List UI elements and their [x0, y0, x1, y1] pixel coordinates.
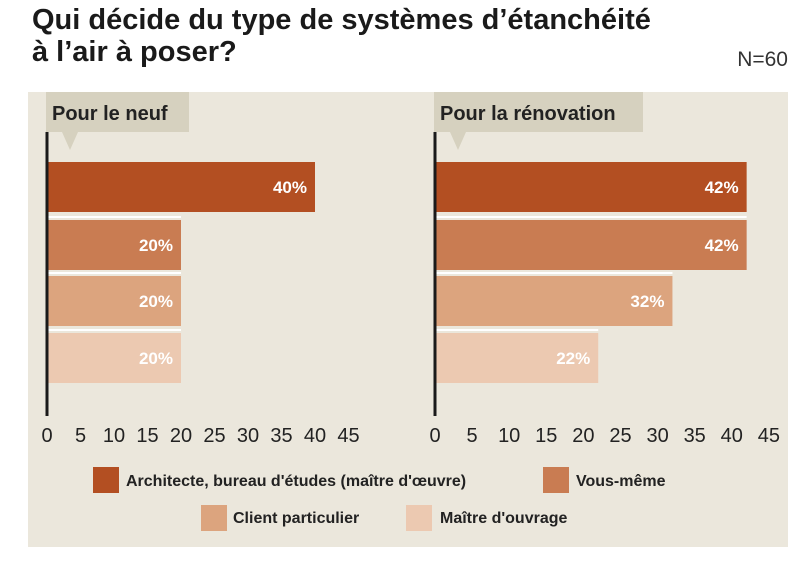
bar-label-neuf-maitre-ouvrage: 20% — [139, 349, 173, 368]
legend-item-vous-meme: Vous-même — [543, 467, 666, 493]
legend-label-maitre-ouvrage: Maître d'ouvrage — [440, 510, 567, 527]
subtitle-renovation-box — [434, 92, 643, 150]
subtitle-renovation: Pour la rénovation — [434, 92, 643, 150]
legend-label-client-particulier: Client particulier — [233, 510, 359, 527]
sample-size-label: N=60 — [737, 48, 788, 71]
legend-item-client-particulier: Client particulier — [201, 505, 359, 531]
legend-label-vous-meme: Vous-même — [576, 473, 666, 490]
legend-swatch-client-particulier — [201, 505, 227, 531]
x-tick-label-neuf-30: 30 — [237, 425, 259, 447]
subtitle-neuf-box — [46, 92, 189, 150]
x-tick-label-neuf-0: 0 — [41, 425, 52, 447]
bar-neuf-client-particulier — [47, 276, 181, 326]
subtitle-neuf: Pour le neuf — [46, 92, 189, 150]
legend-swatch-maitre-ouvrage — [406, 505, 432, 531]
bar-renovation-vous-meme — [435, 220, 747, 270]
x-tick-label-renovation-40: 40 — [721, 425, 743, 447]
x-tick-label-renovation-20: 20 — [572, 425, 594, 447]
x-tick-label-neuf-20: 20 — [170, 425, 192, 447]
bar-renovation-architecte — [435, 162, 747, 212]
x-tick-label-neuf-25: 25 — [203, 425, 225, 447]
bar-label-neuf-vous-meme: 20% — [139, 236, 173, 255]
subtitle-neuf-text: Pour le neuf — [52, 103, 168, 125]
x-tick-label-neuf-5: 5 — [75, 425, 86, 447]
subtitle-renovation-text: Pour la rénovation — [440, 103, 616, 125]
bar-neuf-maitre-ouvrage — [47, 333, 181, 383]
bar-label-neuf-architecte: 40% — [273, 178, 307, 197]
chart-renovation: 42% 42% 32% 22% 0 5 10 15 20 25 30 35 40 45 — [429, 132, 780, 447]
chart-title-line-2: à l’air à poser? — [32, 36, 237, 68]
x-tick-label-renovation-30: 30 — [646, 425, 668, 447]
bar-neuf-vous-meme — [47, 220, 181, 270]
chart-title: Qui décide du type de systèmes d’étanché… — [32, 4, 651, 68]
x-tick-label-renovation-0: 0 — [429, 425, 440, 447]
bar-renovation-maitre-ouvrage — [435, 333, 599, 383]
bar-neuf-architecte — [47, 162, 315, 212]
bar-label-renovation-maitre-ouvrage: 22% — [556, 349, 590, 368]
legend-item-architecte: Architecte, bureau d'études (maître d'œu… — [93, 467, 466, 493]
x-tick-label-renovation-15: 15 — [535, 425, 557, 447]
legend-item-maitre-ouvrage: Maître d'ouvrage — [406, 505, 567, 531]
bar-renovation-client-particulier — [435, 276, 673, 326]
legend-label-architecte: Architecte, bureau d'études (maître d'œu… — [126, 473, 466, 490]
x-tick-label-neuf-45: 45 — [337, 425, 359, 447]
bar-label-renovation-client-particulier: 32% — [630, 292, 664, 311]
legend-swatch-architecte — [93, 467, 119, 493]
bar-label-neuf-client-particulier: 20% — [139, 292, 173, 311]
bar-label-renovation-architecte: 42% — [705, 178, 739, 197]
chart-neuf: 40% 20% 20% 20% 0 5 10 15 20 25 30 35 40 45 — [41, 132, 360, 447]
x-tick-label-renovation-5: 5 — [467, 425, 478, 447]
bar-label-renovation-vous-meme: 42% — [705, 236, 739, 255]
x-tick-label-renovation-10: 10 — [498, 425, 520, 447]
x-tick-label-neuf-35: 35 — [270, 425, 292, 447]
legend: Architecte, bureau d'études (maître d'œu… — [93, 467, 666, 531]
chart-title-line-1: Qui décide du type de systèmes d’étanché… — [32, 4, 651, 36]
x-tick-label-renovation-25: 25 — [609, 425, 631, 447]
x-tick-label-renovation-45: 45 — [758, 425, 780, 447]
x-tick-label-neuf-15: 15 — [136, 425, 158, 447]
legend-swatch-vous-meme — [543, 467, 569, 493]
x-tick-label-neuf-40: 40 — [304, 425, 326, 447]
x-tick-label-neuf-10: 10 — [103, 425, 125, 447]
x-tick-label-renovation-35: 35 — [684, 425, 706, 447]
